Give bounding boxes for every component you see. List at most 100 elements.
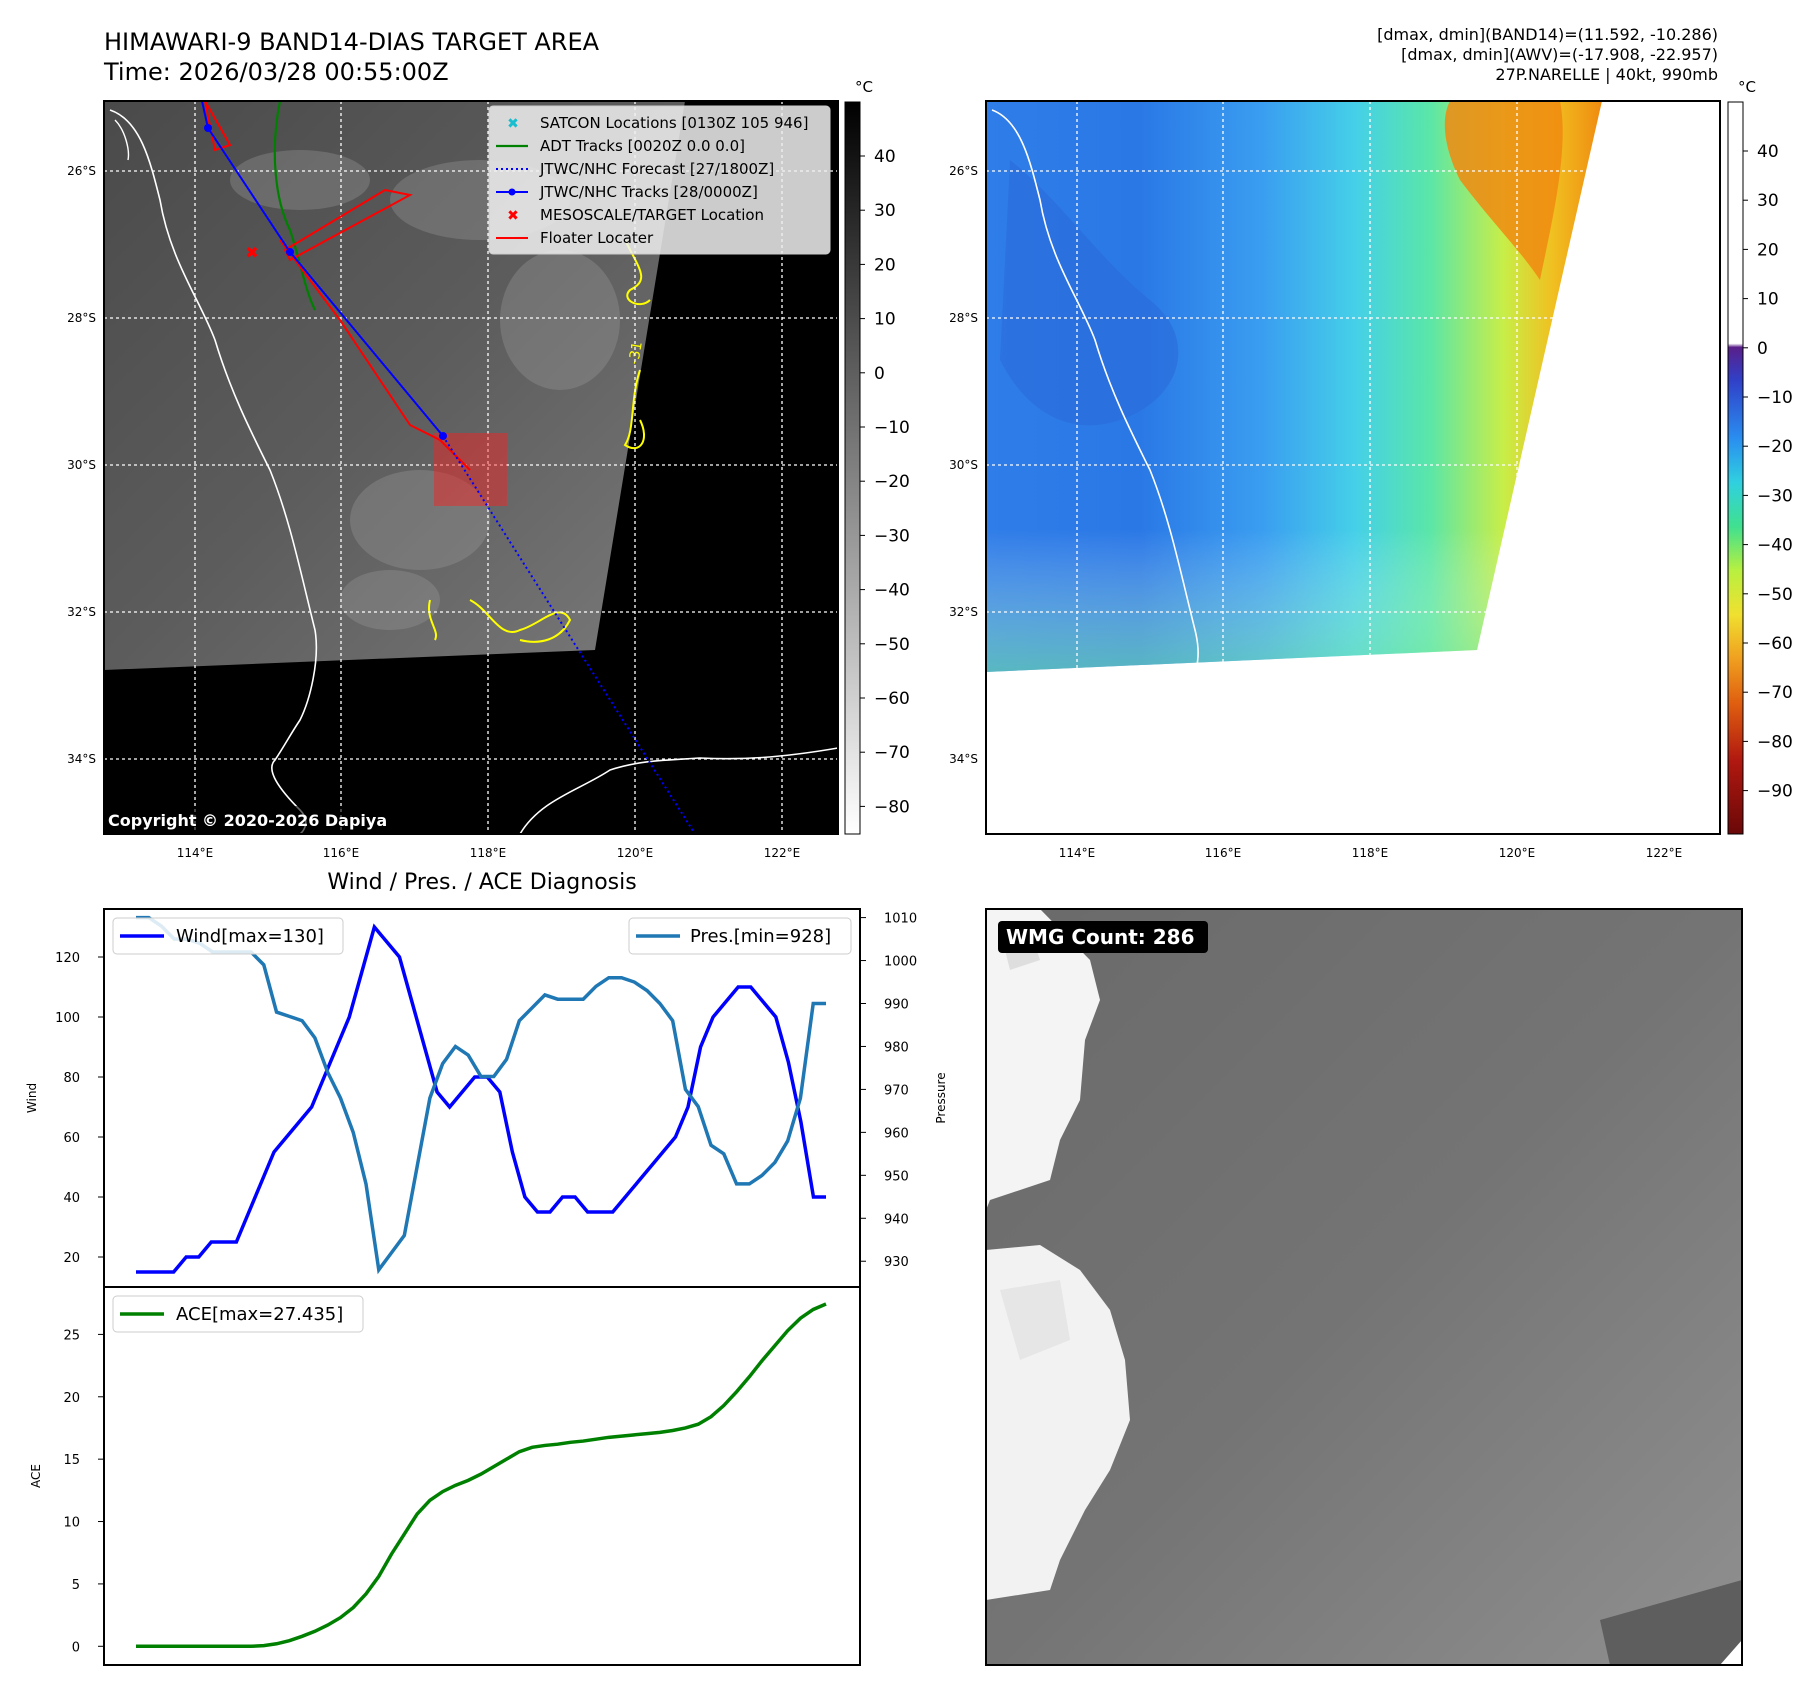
wmg-bright-region bbox=[986, 909, 1100, 1210]
colorbar-tick-label: −50 bbox=[874, 635, 910, 655]
map2-gridlines bbox=[986, 101, 1720, 834]
colorbar-tick-label: −80 bbox=[874, 797, 910, 817]
ir-color-swath-shade bbox=[986, 101, 1602, 672]
colorbar-tick-label: −60 bbox=[1757, 634, 1793, 654]
wmg-dark-region bbox=[1600, 1580, 1742, 1665]
pressure-legend-label: Pres.[min=928] bbox=[690, 926, 831, 947]
lon-label: 120°E bbox=[617, 846, 654, 860]
map2-lat-labels: 26°S 28°S 30°S 32°S 34°S bbox=[949, 164, 978, 766]
lon-label: 116°E bbox=[1205, 846, 1242, 860]
map1-lon-labels: 114°E 116°E 118°E 120°E 122°E bbox=[177, 846, 801, 860]
contour-label: -31 bbox=[626, 340, 646, 365]
colorbar-tick-label: 40 bbox=[1757, 142, 1779, 162]
colorbar-tick-label: −40 bbox=[874, 581, 910, 601]
lat-label: 30°S bbox=[67, 458, 96, 472]
colorbar-tick-label: 0 bbox=[874, 364, 885, 384]
ace-legend-label: ACE[max=27.435] bbox=[176, 1304, 343, 1325]
lat-label: 34°S bbox=[67, 752, 96, 766]
ace-axis-label: ACE bbox=[29, 1464, 43, 1488]
pressure-legend-box bbox=[628, 917, 852, 955]
wind-legend-label: Wind[max=130] bbox=[176, 926, 324, 947]
y2-tick-label: 940 bbox=[884, 1212, 909, 1227]
wind-panel-frame bbox=[103, 908, 861, 1288]
copyright-box bbox=[104, 806, 414, 834]
info-band14: [dmax, dmin](BAND14)=(11.592, -10.286) bbox=[1377, 25, 1718, 44]
wind-legend-box bbox=[112, 917, 344, 955]
cold-cloud-contour bbox=[427, 239, 651, 643]
dry-region bbox=[1000, 160, 1179, 426]
lon-label: 122°E bbox=[1646, 846, 1683, 860]
y2-tick-label: 980 bbox=[884, 1040, 909, 1055]
ace-legend-box bbox=[112, 1295, 364, 1333]
info-awv: [dmax, dmin](AWV)=(-17.908, -22.957) bbox=[1401, 45, 1718, 64]
lon-label: 114°E bbox=[177, 846, 214, 860]
y-tick-label: 0 bbox=[72, 1640, 80, 1655]
y-tick-label: 100 bbox=[55, 1011, 80, 1026]
y-tick-label: 80 bbox=[63, 1071, 80, 1086]
ace-series-line bbox=[136, 1302, 827, 1649]
gray-colorbar: °C 40 30 20 10 0 −10 −20 −30 −40 −50 −60 −70 −80 bbox=[844, 78, 910, 835]
legend-symbol-target-icon: ✖ bbox=[507, 208, 519, 224]
y2-tick-label: 990 bbox=[884, 998, 909, 1013]
coastline-south bbox=[519, 747, 838, 834]
colorbar-tick-label: 20 bbox=[874, 255, 896, 275]
colorbar-tick-label: 10 bbox=[1757, 290, 1779, 310]
wmg-panel: WMG Count: 286 bbox=[985, 908, 1743, 1666]
colorbar-tick-label: 30 bbox=[874, 201, 896, 221]
legend-symbol-track-dot bbox=[508, 188, 516, 196]
colorbar-tick-label: −70 bbox=[1757, 683, 1793, 703]
map-legend: ✖ ✖ SATCON Locations [0130Z 105 946] ADT… bbox=[488, 105, 831, 255]
pressure-axis-ticks: 930 940 950 960 970 980 990 1000 1010 bbox=[860, 912, 917, 1270]
y2-tick-label: 950 bbox=[884, 1169, 909, 1184]
y2-tick-label: 960 bbox=[884, 1126, 909, 1141]
colorbar-tick-label: 40 bbox=[874, 147, 896, 167]
legend-label: ADT Tracks [0020Z 0.0 0.0] bbox=[540, 137, 745, 155]
colorbar-tick-label: 30 bbox=[1757, 191, 1779, 211]
colorbar-tick-label: −50 bbox=[1757, 585, 1793, 605]
ace-axis-ticks: 0 5 10 15 20 25 bbox=[63, 1328, 104, 1655]
wind-axis-label: Wind bbox=[25, 1083, 39, 1113]
colorbar-tick-label: −20 bbox=[874, 472, 910, 492]
y-tick-label: 10 bbox=[63, 1516, 80, 1531]
y2-tick-label: 1010 bbox=[884, 912, 917, 927]
ir-gray-map: -31 bbox=[67, 100, 839, 860]
y-tick-label: 25 bbox=[63, 1328, 80, 1343]
colorbar-tick-label: 20 bbox=[1757, 240, 1779, 260]
ace-panel-frame bbox=[103, 1286, 861, 1666]
diagnosis-title: Wind / Pres. / ACE Diagnosis bbox=[327, 870, 636, 895]
mesoscale-target-marker: ✖ bbox=[245, 243, 258, 262]
lat-label: 32°S bbox=[67, 605, 96, 619]
lon-label: 116°E bbox=[323, 846, 360, 860]
legend-symbol-satcon-icon: ✖ bbox=[507, 116, 519, 132]
wind-axis-ticks: 20 40 60 80 100 120 bbox=[55, 951, 104, 1266]
colorbar-tick-label: −20 bbox=[1757, 437, 1793, 457]
color-colorbar-ticks: 40 30 20 10 0 −10 −20 −30 −40 −50 −60 −70 −80 −90 bbox=[1743, 142, 1793, 802]
legend-label: JTWC/NHC Tracks [28/0000Z] bbox=[539, 183, 758, 201]
lat-label: 26°S bbox=[949, 164, 978, 178]
adt-track bbox=[273, 101, 316, 311]
wmg-count-label: WMG Count: 286 bbox=[1006, 925, 1195, 949]
map-frame bbox=[103, 100, 839, 835]
legend-label: SATCON Locations [0130Z 105 946] bbox=[540, 114, 808, 132]
colorbar-tick-label: −60 bbox=[874, 689, 910, 709]
wind-pressure-chart: 20 40 60 80 100 120 930 940 950 960 970 980 990 1000… bbox=[25, 908, 948, 1288]
colorbar-tick-label: −10 bbox=[874, 418, 910, 438]
colorbar-tick-label: −90 bbox=[1757, 782, 1793, 802]
gray-colorbar-ticks: 40 30 20 10 0 −10 −20 −30 −40 −50 −60 −70 −80 bbox=[860, 147, 910, 817]
lat-label: 28°S bbox=[67, 311, 96, 325]
legend-label: MESOSCALE/TARGET Location bbox=[540, 206, 764, 224]
lon-label: 114°E bbox=[1059, 846, 1096, 860]
lon-label: 120°E bbox=[1499, 846, 1536, 860]
legend-label: Floater Locater bbox=[540, 229, 654, 247]
wmg-count-badge bbox=[998, 921, 1208, 953]
wmg-frame bbox=[985, 908, 1743, 1666]
legend-label: JTWC/NHC Forecast [27/1800Z] bbox=[539, 160, 774, 178]
map2-coastline bbox=[991, 109, 1199, 673]
cold-top-region bbox=[1444, 101, 1563, 280]
gray-colorbar-unit: °C bbox=[855, 78, 873, 96]
lon-label: 118°E bbox=[470, 846, 507, 860]
info-storm: 27P.NARELLE | 40kt, 990mb bbox=[1495, 65, 1718, 84]
map1-lat-labels: 26°S 28°S 30°S 32°S 34°S bbox=[67, 164, 96, 766]
pressure-axis-label: Pressure bbox=[934, 1072, 948, 1123]
wmg-edge bbox=[1720, 1640, 1742, 1665]
